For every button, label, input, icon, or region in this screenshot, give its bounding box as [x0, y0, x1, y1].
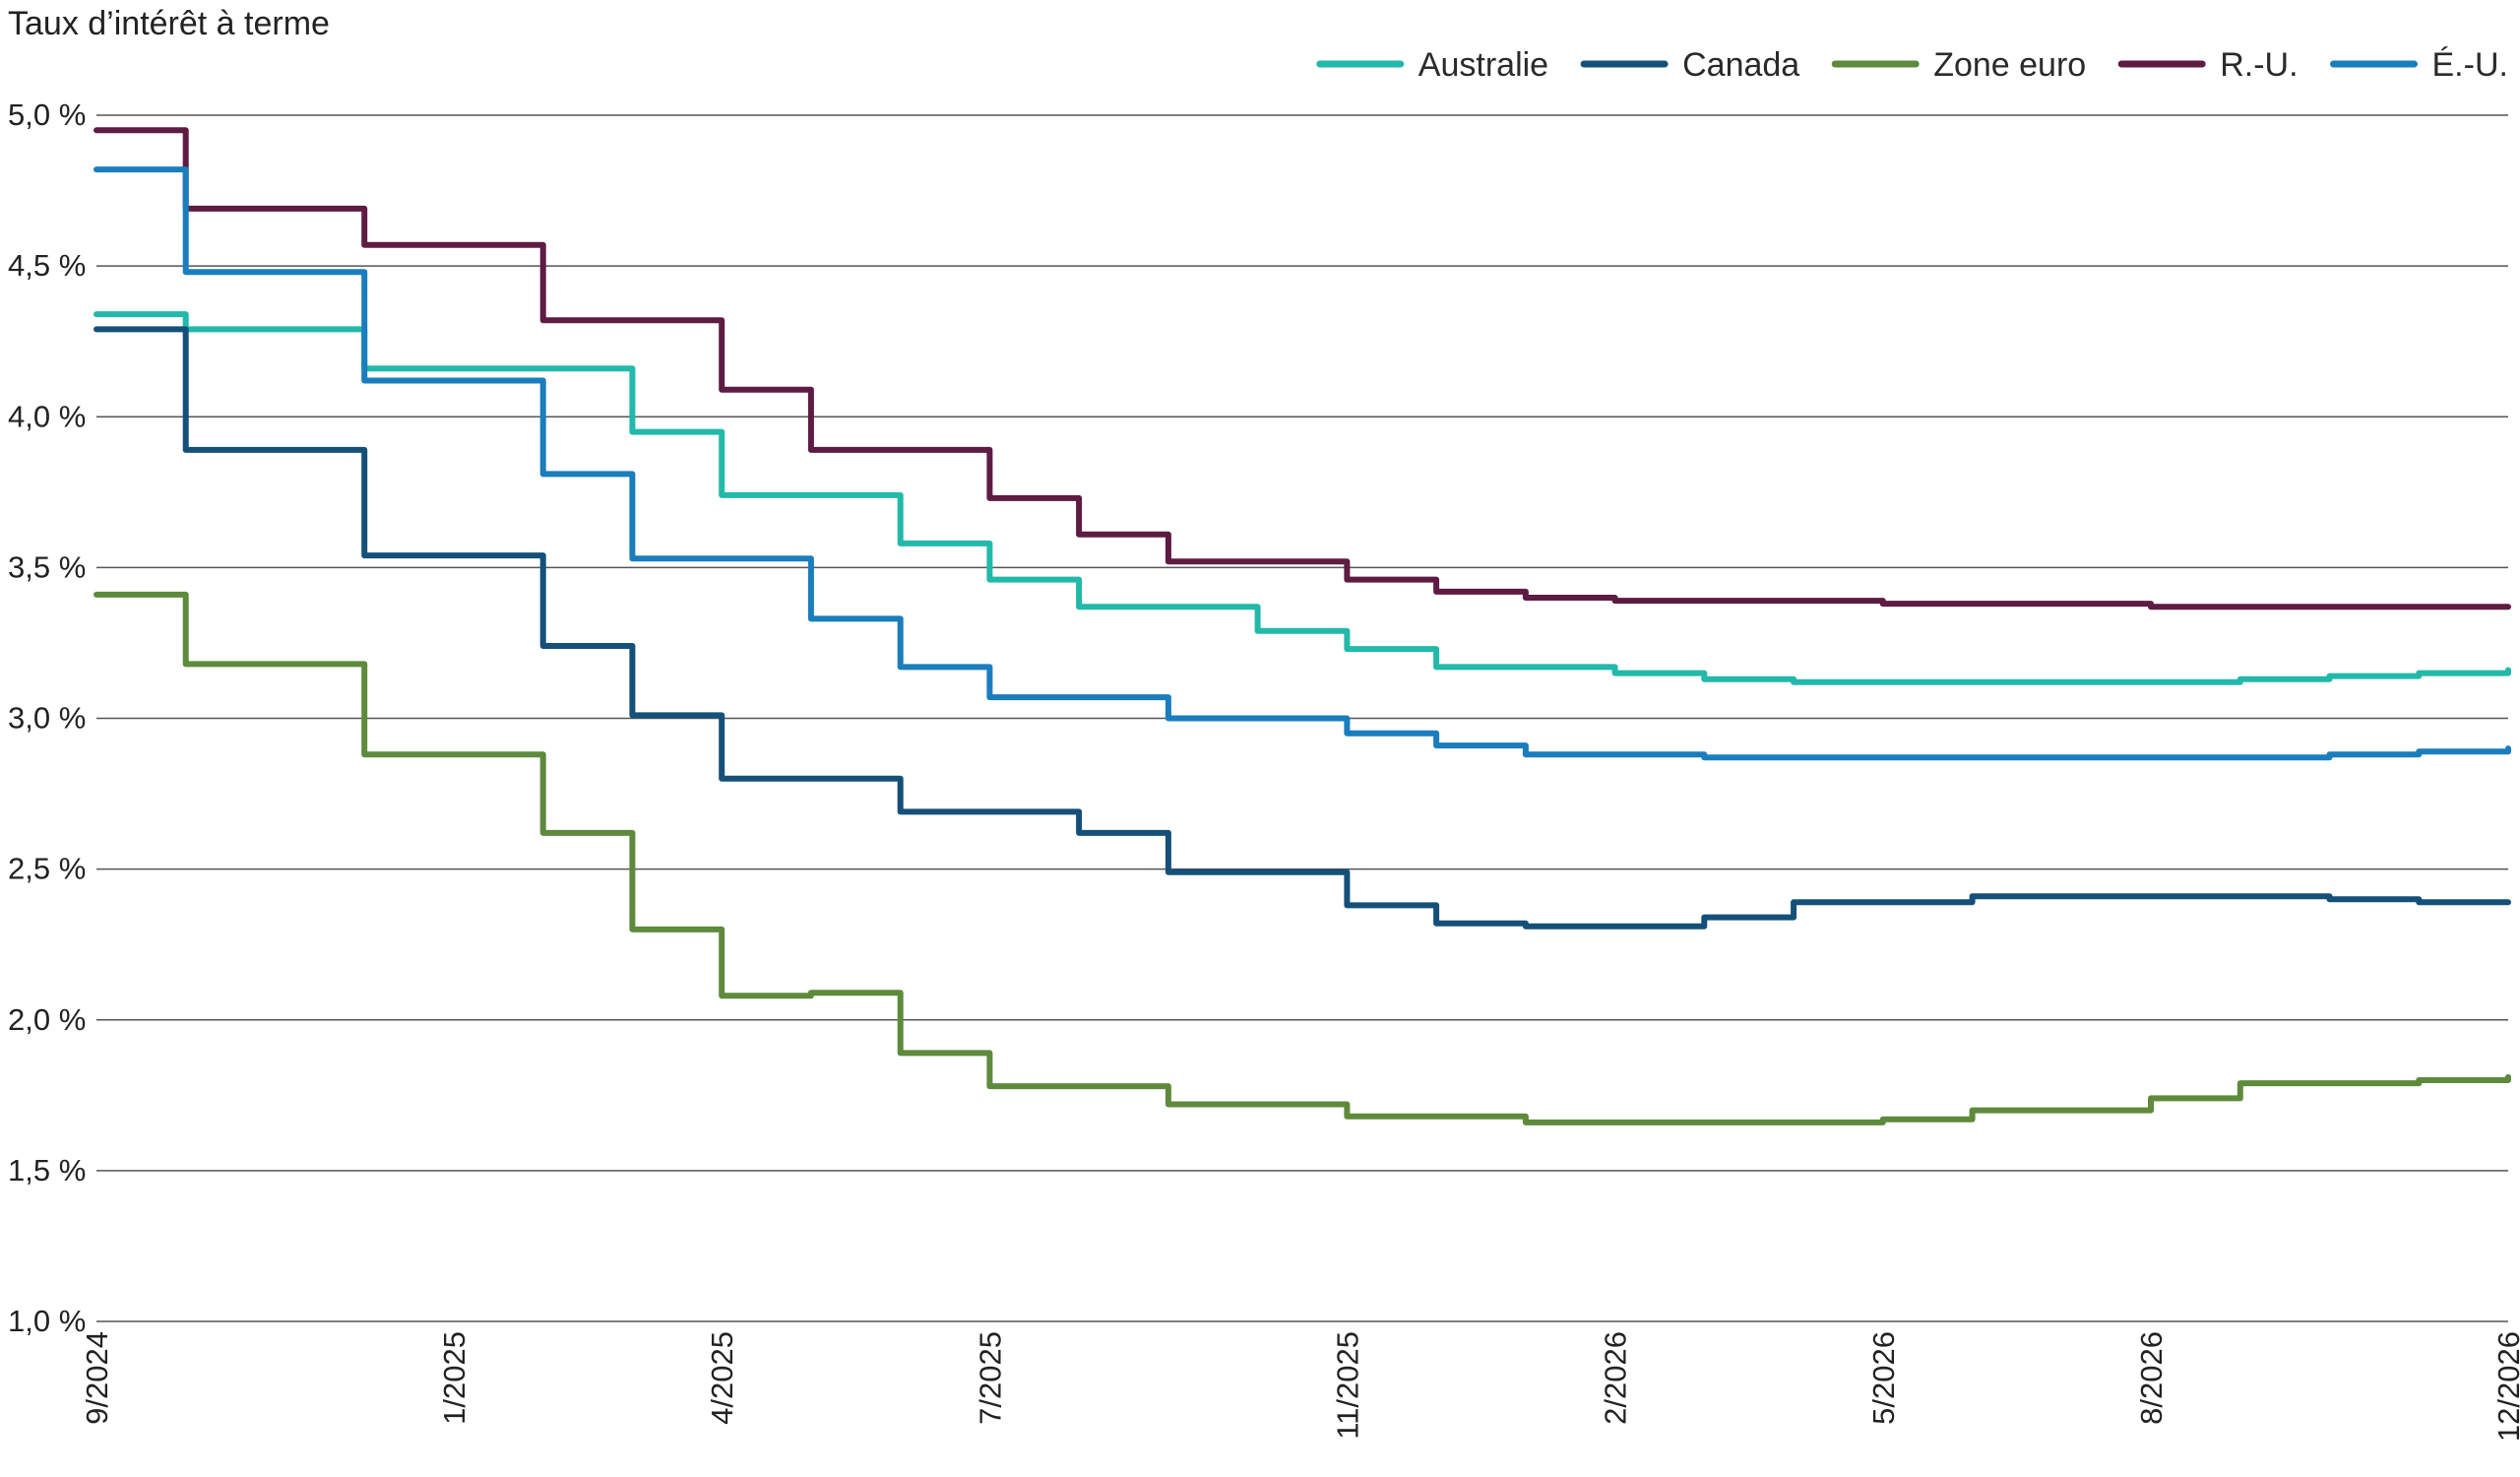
y-tick-label: 3,0 %: [8, 701, 86, 736]
y-tick-label: 2,5 %: [8, 852, 86, 886]
y-axis-tick-labels: 1,0 % 1,5 % 2,0 % 2,5 % 3,0 % 3,5 % 4,0 % 4,5 %…: [8, 97, 86, 1338]
x-tick-label: 1/2025: [437, 1331, 472, 1425]
y-tick-label: 5,0 %: [8, 97, 86, 132]
legend-label: Australie: [1418, 46, 1548, 84]
x-tick-label: 9/2024: [80, 1331, 114, 1425]
x-tick-label: 2/2026: [1599, 1331, 1633, 1425]
x-tick-label: 5/2026: [1866, 1331, 1901, 1425]
series-line-australie: [94, 311, 2511, 685]
x-tick-label: 7/2025: [973, 1331, 1007, 1425]
legend-label: Zone euro: [1933, 46, 2086, 84]
legend-item-australie: Australie: [1316, 46, 1548, 84]
x-tick-label: 11/2025: [1330, 1331, 1364, 1440]
legend-label: É.-U.: [2432, 46, 2508, 84]
x-tick-label: 4/2025: [705, 1331, 739, 1425]
series-line-e-u: [94, 166, 2511, 761]
legend-label: R.-U.: [2220, 46, 2298, 84]
series-lines: [94, 127, 2511, 1125]
y-axis-title: Taux d’intérêt à terme: [8, 5, 330, 42]
x-tick-label: 8/2026: [2134, 1331, 2169, 1425]
y-tick-label: 4,5 %: [8, 248, 86, 283]
legend-item-canada: Canada: [1580, 46, 1799, 84]
x-axis-tick-labels: 9/2024 1/2025 4/2025 7/2025 11/2025 2/2026 5/2…: [80, 1331, 2520, 1442]
y-tick-label: 1,5 %: [8, 1153, 86, 1188]
legend-item-e-u: É.-U.: [2330, 46, 2508, 84]
x-tick-label: 12/2026: [2491, 1331, 2520, 1442]
series-line-canada: [94, 326, 2511, 930]
legend-item-r-u: R.-U.: [2117, 46, 2299, 84]
series-line-zone-euro: [94, 591, 2511, 1125]
y-tick-label: 3,5 %: [8, 549, 86, 584]
series-line-r-u: [94, 127, 2511, 610]
y-tick-label: 2,0 %: [8, 1002, 86, 1037]
y-tick-label: 4,0 %: [8, 399, 86, 433]
legend: Australie Canada Zone euro R.-U. É.-U.: [1316, 46, 2508, 84]
legend-label: Canada: [1682, 46, 1799, 84]
y-tick-label: 1,0 %: [8, 1304, 86, 1338]
legend-item-zone-euro: Zone euro: [1831, 46, 2086, 84]
gridlines: [96, 114, 2508, 1322]
